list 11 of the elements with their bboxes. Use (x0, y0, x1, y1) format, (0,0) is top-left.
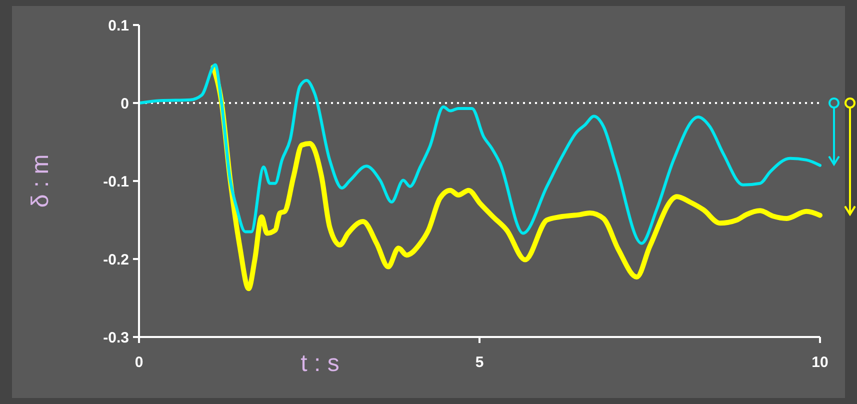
x-tick-label: 5 (475, 354, 484, 371)
x-axis-title: t : s (300, 350, 340, 377)
x-tick-label: 10 (812, 354, 828, 371)
y-tick-label: -0.1 (103, 173, 129, 190)
y-tick-label: -0.3 (103, 329, 129, 346)
line-series (138, 63, 822, 245)
y-axis-title: δ : m (27, 154, 54, 208)
y-tick-label: 0.1 (108, 17, 129, 34)
y-tick-label: 0 (120, 95, 129, 112)
x-tick-label: 0 (134, 354, 144, 371)
y-tick-label: -0.2 (103, 251, 129, 268)
